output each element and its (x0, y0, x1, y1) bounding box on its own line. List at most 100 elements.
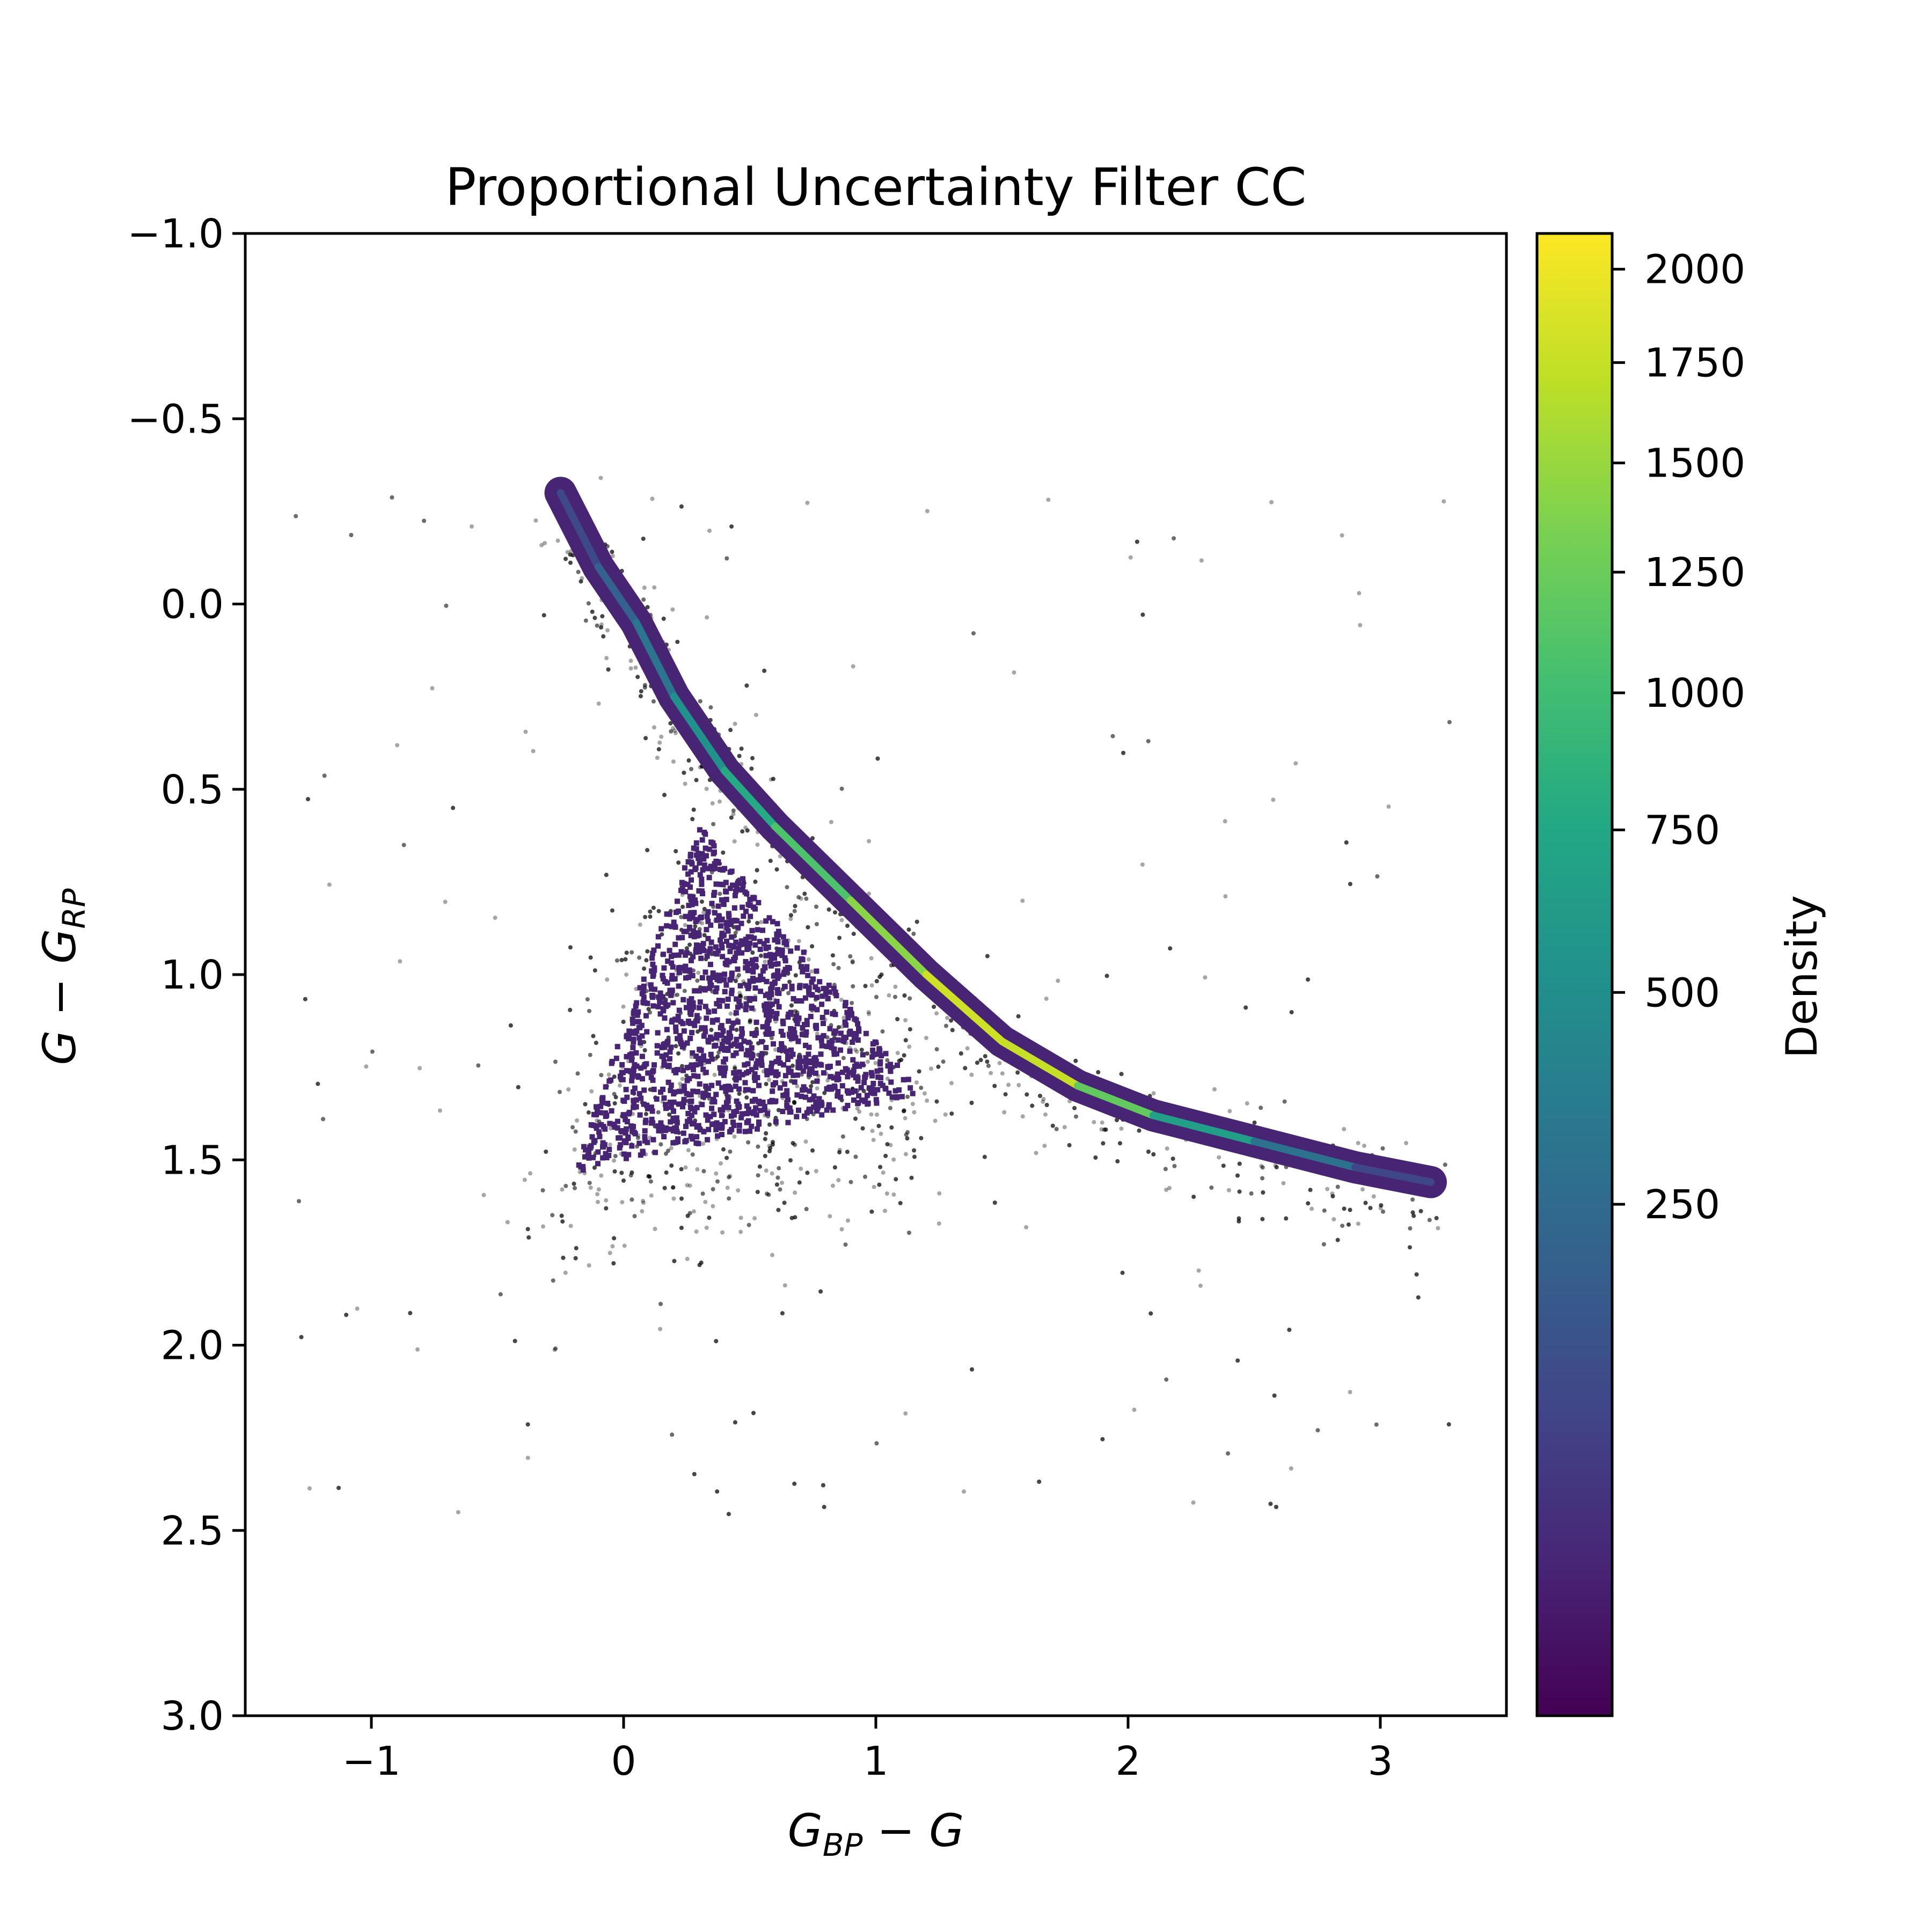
density-cell (889, 1094, 895, 1100)
scatter-point (764, 1131, 769, 1136)
scatter-point (724, 556, 729, 561)
scatter-point (753, 880, 758, 884)
density-cell (843, 1000, 848, 1006)
scatter-point (1115, 1159, 1120, 1163)
scatter-point (592, 1165, 597, 1170)
density-cell (742, 1129, 748, 1135)
density-cell (696, 1005, 702, 1011)
density-cell (657, 990, 663, 996)
scatter-point (788, 1158, 793, 1163)
density-cell (685, 1111, 691, 1116)
scatter-point (897, 1058, 902, 1063)
scatter-point (744, 1095, 749, 1100)
density-cell (734, 1036, 740, 1042)
scatter-point (714, 1171, 719, 1176)
scatter-point (809, 1084, 814, 1089)
scatter-point (1418, 1209, 1423, 1213)
density-cell (847, 1028, 853, 1034)
scatter-point (709, 1028, 714, 1033)
scatter-point (651, 699, 656, 704)
colorbar-tick-label: 500 (1644, 970, 1720, 1016)
scatter-point (561, 1255, 566, 1260)
scatter-point (540, 1188, 545, 1192)
scatter-point (767, 1122, 772, 1127)
density-cell (855, 1078, 861, 1084)
density-cell (624, 1119, 630, 1124)
density-cell (873, 1040, 879, 1045)
density-cell (780, 934, 786, 940)
scatter-point (837, 935, 842, 940)
scatter-point (1368, 1205, 1373, 1210)
scatter-point (805, 1170, 810, 1175)
scatter-point (1093, 1155, 1098, 1160)
scatter-point (837, 1147, 842, 1152)
scatter-point (831, 1183, 835, 1188)
scatter-point (621, 1020, 626, 1024)
scatter-point (765, 1191, 770, 1196)
density-cell (749, 1123, 755, 1129)
scatter-point (1164, 1188, 1169, 1192)
scatter-point (867, 839, 872, 844)
scatter-point (833, 910, 837, 915)
density-cell (649, 955, 655, 961)
scatter-point (370, 1049, 375, 1054)
scatter-point (642, 1040, 647, 1044)
density-cell (827, 989, 832, 995)
scatter-point (729, 815, 734, 820)
scatter-point (526, 1235, 531, 1240)
scatter-point (1348, 1389, 1352, 1394)
scatter-point (687, 942, 692, 947)
scatter-point (1006, 1082, 1011, 1087)
scatter-point (606, 1072, 611, 1077)
density-cell (817, 1062, 823, 1067)
scatter-point (656, 747, 661, 752)
scatter-point (641, 536, 646, 541)
density-cell (639, 991, 645, 997)
scatter-point (700, 1191, 705, 1196)
scatter-point (818, 1289, 823, 1294)
density-cell (636, 1035, 642, 1041)
density-cell (599, 1097, 605, 1103)
scatter-point (1054, 1126, 1059, 1131)
density-cell (685, 1019, 691, 1024)
scatter-point (588, 1052, 592, 1057)
density-cell (720, 998, 726, 1004)
density-cell (809, 979, 815, 985)
scatter-point (704, 1225, 709, 1230)
scatter-point (1408, 1245, 1412, 1250)
density-cell (764, 1012, 769, 1018)
scatter-point (1261, 1190, 1265, 1195)
scatter-point (1245, 1101, 1249, 1106)
density-cell (682, 968, 688, 974)
scatter-point (919, 1136, 924, 1140)
scatter-point (682, 989, 687, 993)
scatter-point (1115, 1159, 1120, 1163)
density-cell (766, 1016, 772, 1022)
scatter-point (804, 896, 809, 901)
scatter-point (642, 683, 647, 687)
scatter-point (1054, 1126, 1059, 1131)
scatter-point (613, 1154, 618, 1159)
scatter-point (905, 1136, 910, 1141)
scatter-point (1100, 1437, 1105, 1441)
scatter-point (724, 1155, 729, 1160)
scatter-point (695, 1167, 700, 1172)
density-cell (648, 1074, 654, 1080)
density-cell (634, 1000, 640, 1006)
scatter-point (1191, 1195, 1196, 1199)
scatter-point (1151, 1152, 1156, 1157)
density-cell (736, 879, 742, 884)
density-cell (669, 976, 675, 982)
scatter-point (621, 1020, 626, 1024)
scatter-point (544, 1150, 548, 1154)
scatter-point (505, 1220, 510, 1225)
scatter-point (670, 1432, 675, 1437)
scatter-point (642, 966, 647, 971)
scatter-point (590, 609, 595, 614)
scatter-point (876, 1124, 881, 1129)
scatter-point (606, 667, 611, 672)
scatter-point (793, 1215, 797, 1220)
scatter-point (656, 909, 661, 913)
scatter-point (1260, 1217, 1265, 1221)
scatter-point (1335, 1238, 1340, 1242)
